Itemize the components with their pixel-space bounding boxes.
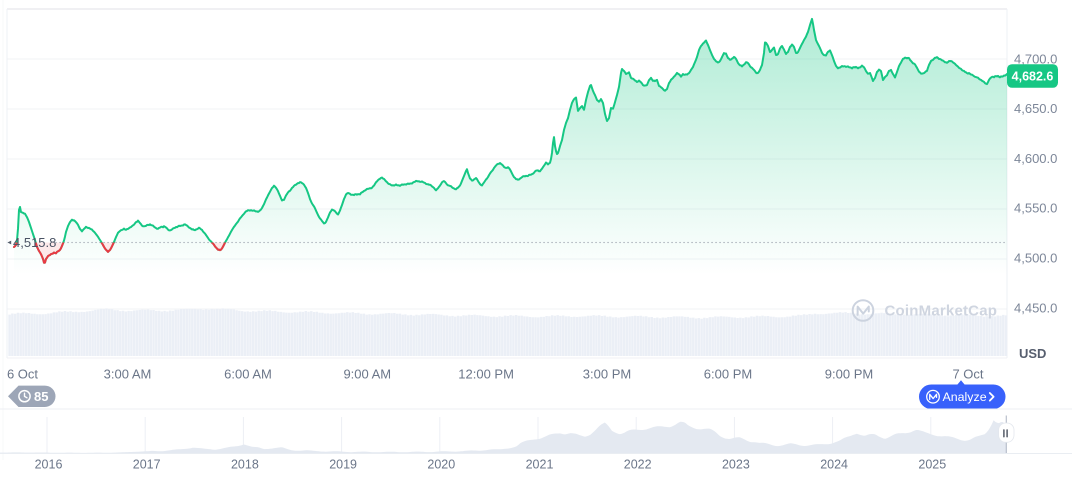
- svg-text:2022: 2022: [624, 458, 652, 472]
- svg-text:2020: 2020: [427, 458, 455, 472]
- svg-text:2023: 2023: [722, 458, 750, 472]
- svg-text:7 Oct: 7 Oct: [952, 367, 983, 382]
- svg-text:4,500.0: 4,500.0: [1014, 251, 1057, 266]
- svg-text:USD: USD: [1019, 346, 1046, 361]
- svg-text:2024: 2024: [820, 458, 848, 472]
- svg-text:6:00 PM: 6:00 PM: [704, 367, 752, 382]
- svg-text:2018: 2018: [231, 458, 259, 472]
- svg-text:85: 85: [34, 389, 48, 404]
- svg-text:9:00 PM: 9:00 PM: [825, 367, 873, 382]
- svg-text:3:00 AM: 3:00 AM: [104, 367, 152, 382]
- svg-text:12:00 PM: 12:00 PM: [458, 367, 514, 382]
- svg-text:4,650.0: 4,650.0: [1014, 101, 1057, 116]
- svg-text:4,450.0: 4,450.0: [1014, 301, 1057, 316]
- svg-text:4,700.0: 4,700.0: [1014, 52, 1057, 67]
- svg-text:2019: 2019: [329, 458, 357, 472]
- svg-text:6 Oct: 6 Oct: [7, 367, 38, 382]
- svg-text:6:00 AM: 6:00 AM: [224, 367, 272, 382]
- svg-text:4,515.8: 4,515.8: [13, 235, 56, 250]
- svg-text:9:00 AM: 9:00 AM: [343, 367, 391, 382]
- svg-text:4,600.0: 4,600.0: [1014, 151, 1057, 166]
- svg-text:2016: 2016: [35, 458, 63, 472]
- svg-text:3:00 PM: 3:00 PM: [583, 367, 631, 382]
- svg-text:2021: 2021: [526, 458, 554, 472]
- svg-text:2025: 2025: [918, 458, 946, 472]
- svg-text:4,682.6: 4,682.6: [1012, 70, 1054, 84]
- svg-text:4,550.0: 4,550.0: [1014, 201, 1057, 216]
- svg-text:Analyze: Analyze: [943, 390, 987, 404]
- svg-text:2017: 2017: [133, 458, 161, 472]
